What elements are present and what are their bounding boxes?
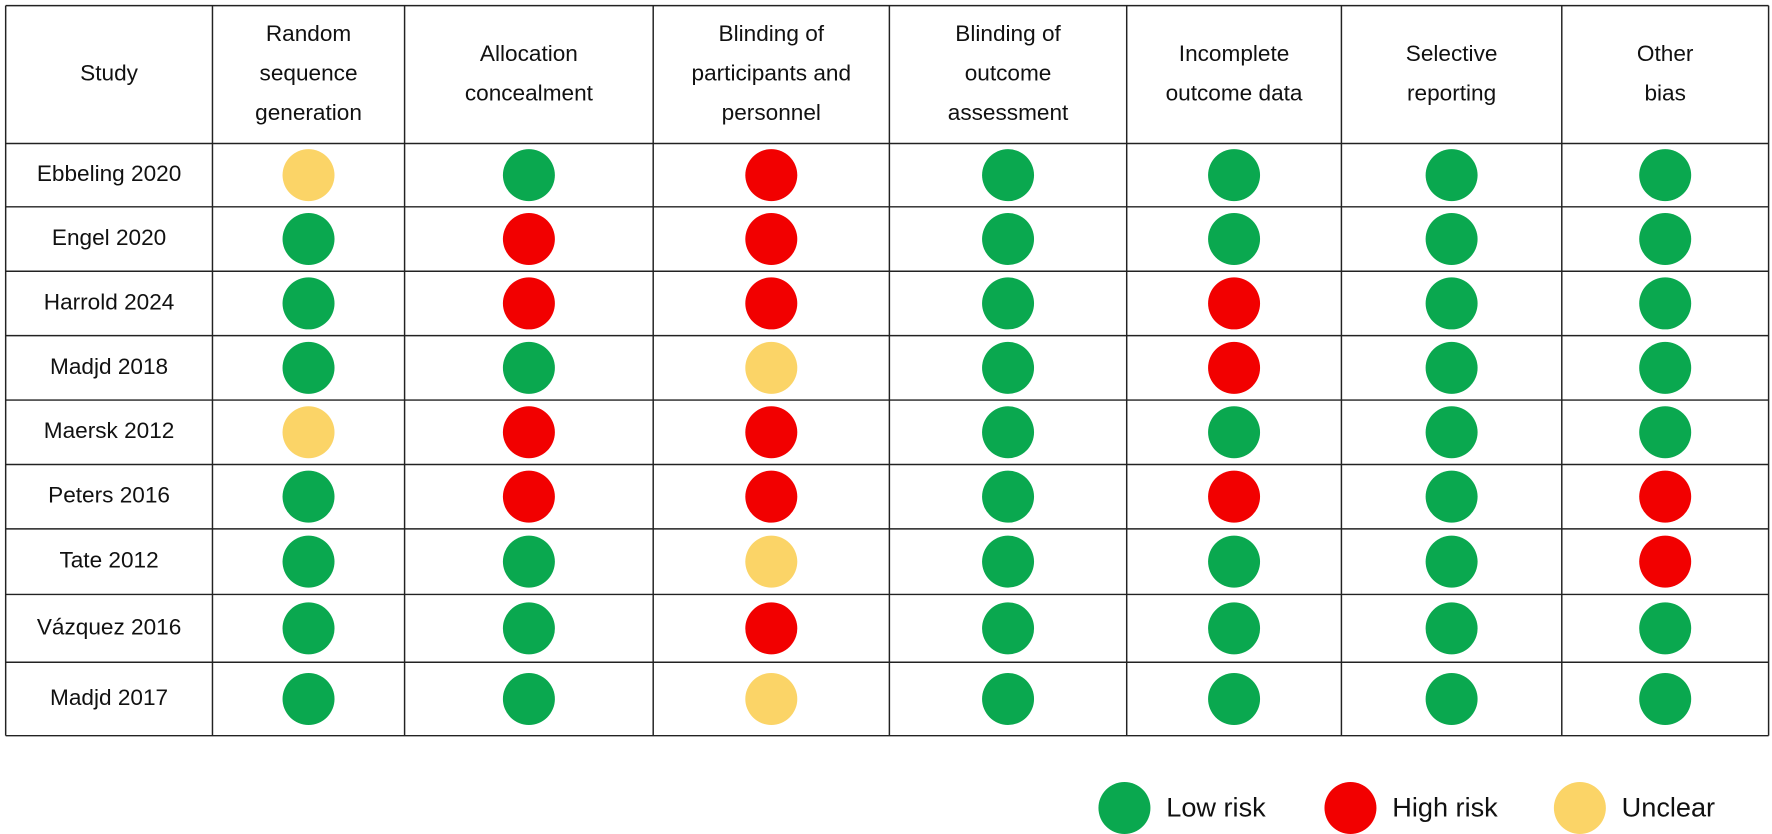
column-header: Other xyxy=(1637,41,1694,66)
risk-dot xyxy=(282,406,335,459)
column-header: generation xyxy=(255,100,362,125)
risk-dot xyxy=(502,470,555,523)
risk-dot xyxy=(1208,672,1261,725)
risk-dot xyxy=(1425,406,1478,459)
risk-dot xyxy=(1425,535,1478,588)
risk-dot xyxy=(282,602,335,655)
column-header: participants and xyxy=(692,61,852,86)
column-header: personnel xyxy=(722,100,821,125)
column-header: sequence xyxy=(260,61,358,86)
column-header: Random xyxy=(266,21,351,46)
risk-dot xyxy=(1208,535,1261,588)
risk-dot xyxy=(1425,470,1478,523)
risk-dot xyxy=(745,470,798,523)
risk-dot xyxy=(982,213,1035,266)
risk-dot xyxy=(745,341,798,394)
study-name: Madjd 2017 xyxy=(50,685,168,710)
risk-dot xyxy=(745,149,798,202)
risk-dot xyxy=(1208,149,1261,202)
risk-dot xyxy=(982,341,1035,394)
study-name: Madjd 2018 xyxy=(50,354,168,379)
risk-dot xyxy=(982,406,1035,459)
risk-dot xyxy=(1639,341,1692,394)
risk-dot xyxy=(745,213,798,266)
risk-dot xyxy=(1425,149,1478,202)
risk-dot xyxy=(1639,672,1692,725)
risk-dot xyxy=(502,341,555,394)
column-header: outcome xyxy=(965,61,1052,86)
risk-dot xyxy=(982,602,1035,655)
risk-dot xyxy=(745,277,798,330)
risk-dot xyxy=(1639,213,1692,266)
risk-dot xyxy=(1639,406,1692,459)
study-name: Engel 2020 xyxy=(52,225,166,250)
study-name: Peters 2016 xyxy=(48,483,170,508)
column-header: bias xyxy=(1644,80,1685,105)
risk-dot xyxy=(502,149,555,202)
column-header: concealment xyxy=(465,80,594,105)
risk-dot xyxy=(502,602,555,655)
column-header: Incomplete xyxy=(1179,41,1290,66)
study-name: Maersk 2012 xyxy=(44,418,175,443)
risk-dot xyxy=(1425,602,1478,655)
risk-dot xyxy=(1425,213,1478,266)
column-header: Allocation xyxy=(480,41,578,66)
risk-dot xyxy=(1639,277,1692,330)
risk-dot xyxy=(282,672,335,725)
risk-dot xyxy=(1208,470,1261,523)
risk-dot xyxy=(282,470,335,523)
legend-swatch xyxy=(1098,782,1151,834)
risk-dot xyxy=(745,672,798,725)
risk-dot xyxy=(1425,672,1478,725)
risk-dot xyxy=(282,213,335,266)
risk-dot xyxy=(282,341,335,394)
legend-swatch xyxy=(1324,782,1377,834)
risk-dot xyxy=(1639,535,1692,588)
risk-dot xyxy=(745,602,798,655)
risk-dot xyxy=(982,149,1035,202)
risk-dot xyxy=(502,535,555,588)
risk-dot xyxy=(1208,406,1261,459)
risk-dot xyxy=(1425,277,1478,330)
risk-dot xyxy=(1208,602,1261,655)
risk-dot xyxy=(982,277,1035,330)
risk-dot xyxy=(1639,149,1692,202)
risk-dot xyxy=(982,672,1035,725)
risk-dot xyxy=(502,672,555,725)
risk-dot xyxy=(502,406,555,459)
risk-dot xyxy=(1639,470,1692,523)
risk-dot xyxy=(982,470,1035,523)
risk-dot xyxy=(1639,602,1692,655)
risk-dot xyxy=(745,406,798,459)
study-name: Vázquez 2016 xyxy=(37,614,181,639)
column-header: Blinding of xyxy=(719,21,825,46)
risk-dot xyxy=(982,535,1035,588)
column-header: assessment xyxy=(948,100,1069,125)
risk-dot xyxy=(502,213,555,266)
risk-dot xyxy=(1425,341,1478,394)
column-header: reporting xyxy=(1407,80,1496,105)
column-header: Study xyxy=(80,61,138,86)
risk-dot xyxy=(745,535,798,588)
study-name: Ebbeling 2020 xyxy=(37,161,181,186)
study-name: Tate 2012 xyxy=(59,548,158,573)
legend-label: High risk xyxy=(1392,791,1498,822)
risk-dot xyxy=(1208,341,1261,394)
risk-dot xyxy=(282,535,335,588)
risk-dot xyxy=(282,149,335,202)
risk-dot xyxy=(1208,213,1261,266)
legend-label: Unclear xyxy=(1622,791,1715,822)
column-header: Selective xyxy=(1406,41,1498,66)
study-name: Harrold 2024 xyxy=(44,289,175,314)
risk-dot xyxy=(502,277,555,330)
risk-dot xyxy=(1208,277,1261,330)
legend-swatch xyxy=(1553,782,1606,834)
legend-label: Low risk xyxy=(1166,791,1266,822)
risk-dot xyxy=(282,277,335,330)
column-header: Blinding of xyxy=(955,21,1061,46)
column-header: outcome data xyxy=(1166,80,1303,105)
